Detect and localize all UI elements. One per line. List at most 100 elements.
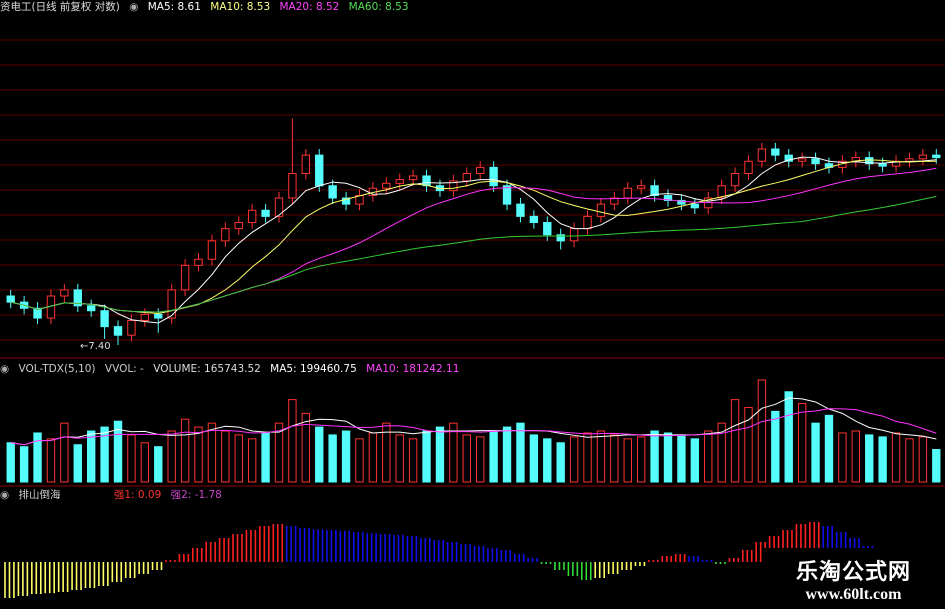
- candle-body: [234, 222, 243, 230]
- candle-body: [502, 185, 512, 205]
- candle-body: [449, 180, 458, 192]
- candle-body: [905, 158, 914, 162]
- candle-body: [207, 240, 217, 260]
- candle-body: [623, 187, 632, 199]
- candle-body: [395, 179, 404, 184]
- candle-body: [476, 166, 485, 174]
- volume-bar: [113, 420, 123, 483]
- settings-icon[interactable]: ◉: [0, 363, 10, 375]
- volume-bar: [46, 438, 56, 483]
- volume-bar: [569, 436, 579, 483]
- volume-bar: [127, 434, 136, 483]
- volume-header: ◉ VOL-TDX(5,10) VVOL: - VOLUME: 165743.5…: [0, 362, 465, 377]
- volume-bar: [140, 442, 150, 483]
- volume-bar: [905, 438, 914, 483]
- volume-bar: [865, 434, 874, 483]
- volume-bar: [596, 430, 606, 483]
- volume-bar: [341, 430, 351, 483]
- candle-body: [771, 148, 780, 156]
- volume-bar: [677, 434, 686, 483]
- volume-bar: [744, 406, 753, 483]
- volume-bar: [274, 422, 284, 483]
- candle-body: [60, 289, 69, 297]
- volume-bar: [462, 434, 471, 483]
- volume-bar: [717, 422, 726, 483]
- volume-bar: [315, 426, 324, 483]
- volume-bar: [838, 432, 847, 483]
- volume-bar: [891, 432, 901, 483]
- candle-body: [100, 310, 109, 328]
- candle-body: [757, 148, 767, 162]
- volume-bar: [33, 432, 42, 483]
- strength2-value: 强2: -1.78: [170, 489, 222, 501]
- candle-body: [596, 203, 606, 217]
- candle-body: [154, 313, 163, 319]
- volume-bar: [797, 403, 807, 483]
- volume-bar: [824, 414, 834, 483]
- volume-bar: [207, 422, 217, 483]
- volume-bar: [100, 426, 109, 483]
- volume-bar: [60, 422, 69, 483]
- volume-bar: [757, 379, 767, 483]
- volume-bar: [878, 436, 887, 483]
- volume-bar: [194, 426, 203, 483]
- settings-icon[interactable]: ◉: [129, 1, 139, 13]
- settings-icon[interactable]: ◉: [0, 489, 10, 501]
- volume-bar: [623, 438, 632, 483]
- ma10-value: MA10: 8.53: [210, 1, 271, 13]
- volume-bar: [180, 418, 190, 483]
- vvol-value: VVOL: -: [104, 363, 144, 375]
- watermark-name: 乐淘公式网: [795, 559, 911, 585]
- candle-body: [744, 160, 753, 174]
- volume-bar: [784, 391, 793, 483]
- candle-body: [717, 185, 726, 199]
- ma60-value: MA60: 8.53: [348, 1, 409, 13]
- volume-ma5-line: [10, 397, 937, 446]
- candle-body: [663, 195, 673, 201]
- candle-body: [113, 326, 123, 336]
- candle-body: [328, 185, 337, 199]
- candle-body: [261, 209, 270, 217]
- volume-bar: [261, 432, 270, 483]
- volume-bar: [395, 434, 404, 483]
- candle-body: [543, 222, 552, 236]
- volume-bar: [771, 410, 780, 483]
- volume-bar: [932, 448, 941, 483]
- volume-bar: [368, 432, 378, 483]
- volume-bar: [690, 438, 700, 483]
- candle-body: [932, 154, 941, 159]
- candle-body: [462, 173, 471, 182]
- candle-body: [315, 154, 324, 187]
- stock-title: 资电工(日线 前复权 对数): [0, 1, 120, 13]
- volume-ma10-line: [10, 408, 937, 446]
- candle-body: [87, 305, 96, 312]
- candle-body: [690, 203, 700, 209]
- volume-bar: [288, 399, 297, 483]
- volume-bar: [382, 422, 391, 483]
- ma20-value: MA20: 8.52: [279, 1, 340, 13]
- candle-body: [677, 199, 686, 205]
- volume-bar: [167, 430, 176, 483]
- volume-bar: [355, 438, 364, 483]
- volume-bar: [19, 446, 29, 483]
- volume-bar: [704, 430, 713, 483]
- volume-bar: [87, 430, 96, 483]
- vol-ma5-value: MA5: 199460.75: [270, 363, 357, 375]
- candle-body: [194, 258, 203, 266]
- candle-body: [878, 163, 887, 167]
- candle-body: [610, 197, 619, 205]
- volume-bar: [556, 442, 565, 483]
- volume-bar: [408, 438, 418, 483]
- volume-bar: [811, 422, 820, 483]
- candle-body: [583, 215, 592, 230]
- candle-body: [180, 264, 190, 291]
- volume-indicator-name: VOL-TDX(5,10): [18, 363, 96, 375]
- oscillator-header: ◉ 排山倒海 强1: 0.09 强2: -1.78: [0, 488, 228, 503]
- candle-body: [730, 173, 740, 187]
- candle-body: [301, 154, 311, 174]
- candle-body: [489, 166, 498, 187]
- candle-body: [73, 289, 82, 307]
- volume-bar: [73, 444, 82, 483]
- price-header: 资电工(日线 前复权 对数) ◉ MA5: 8.61 MA10: 8.53 MA…: [0, 0, 415, 15]
